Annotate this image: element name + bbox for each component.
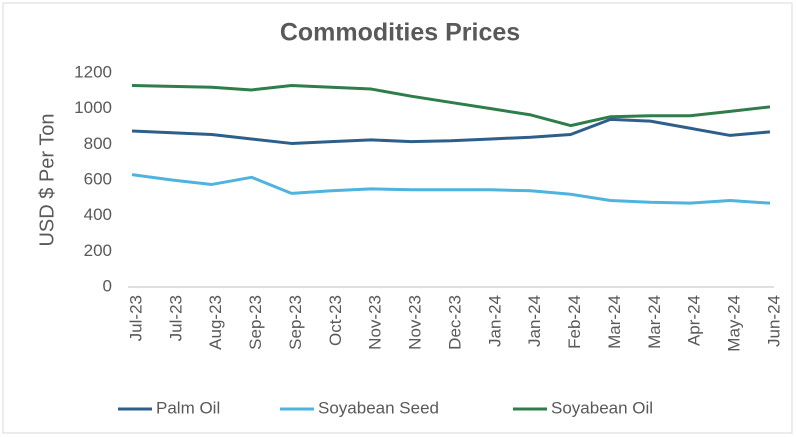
x-tick-label: Mar-24 bbox=[605, 295, 624, 349]
x-tick-label: Jul-23 bbox=[166, 295, 185, 341]
x-tick-label: Jun-24 bbox=[764, 295, 783, 347]
y-tick-label: 400 bbox=[84, 205, 112, 224]
x-tick-label: Sep-23 bbox=[286, 295, 305, 350]
x-tick-label: Apr-24 bbox=[685, 295, 704, 346]
legend-label: Soyabean Seed bbox=[318, 398, 439, 417]
y-tick-label: 200 bbox=[84, 241, 112, 260]
x-tick-label: Sep-23 bbox=[246, 295, 265, 350]
legend-label: Palm Oil bbox=[156, 398, 220, 417]
y-axis-label: USD $ Per Ton bbox=[36, 113, 58, 246]
y-tick-label: 1000 bbox=[74, 98, 112, 117]
line-series bbox=[131, 117, 771, 145]
line-series bbox=[131, 83, 771, 128]
x-tick-label: Nov-23 bbox=[366, 295, 385, 350]
x-tick-label: Mar-24 bbox=[645, 295, 664, 349]
y-tick-label: 0 bbox=[103, 276, 112, 295]
chart-title: Commodities Prices bbox=[280, 19, 520, 47]
x-tick-label: May-24 bbox=[725, 295, 744, 352]
y-tick-label: 1200 bbox=[74, 62, 112, 81]
y-tick-label: 800 bbox=[84, 134, 112, 153]
legend-label: Soyabean Oil bbox=[551, 398, 653, 417]
x-tick-label: Jan-24 bbox=[525, 295, 544, 347]
x-tick-label: Nov-23 bbox=[406, 295, 425, 350]
x-tick-label: Aug-23 bbox=[206, 295, 225, 350]
line-series bbox=[131, 173, 771, 205]
y-tick-label: 600 bbox=[84, 169, 112, 188]
x-tick-label: Jan-24 bbox=[485, 295, 504, 347]
x-tick-label: Feb-24 bbox=[565, 295, 584, 349]
x-tick-label: Jul-23 bbox=[126, 295, 145, 341]
x-tick-label: Dec-23 bbox=[445, 295, 464, 350]
x-tick-label: Oct-23 bbox=[326, 295, 345, 346]
